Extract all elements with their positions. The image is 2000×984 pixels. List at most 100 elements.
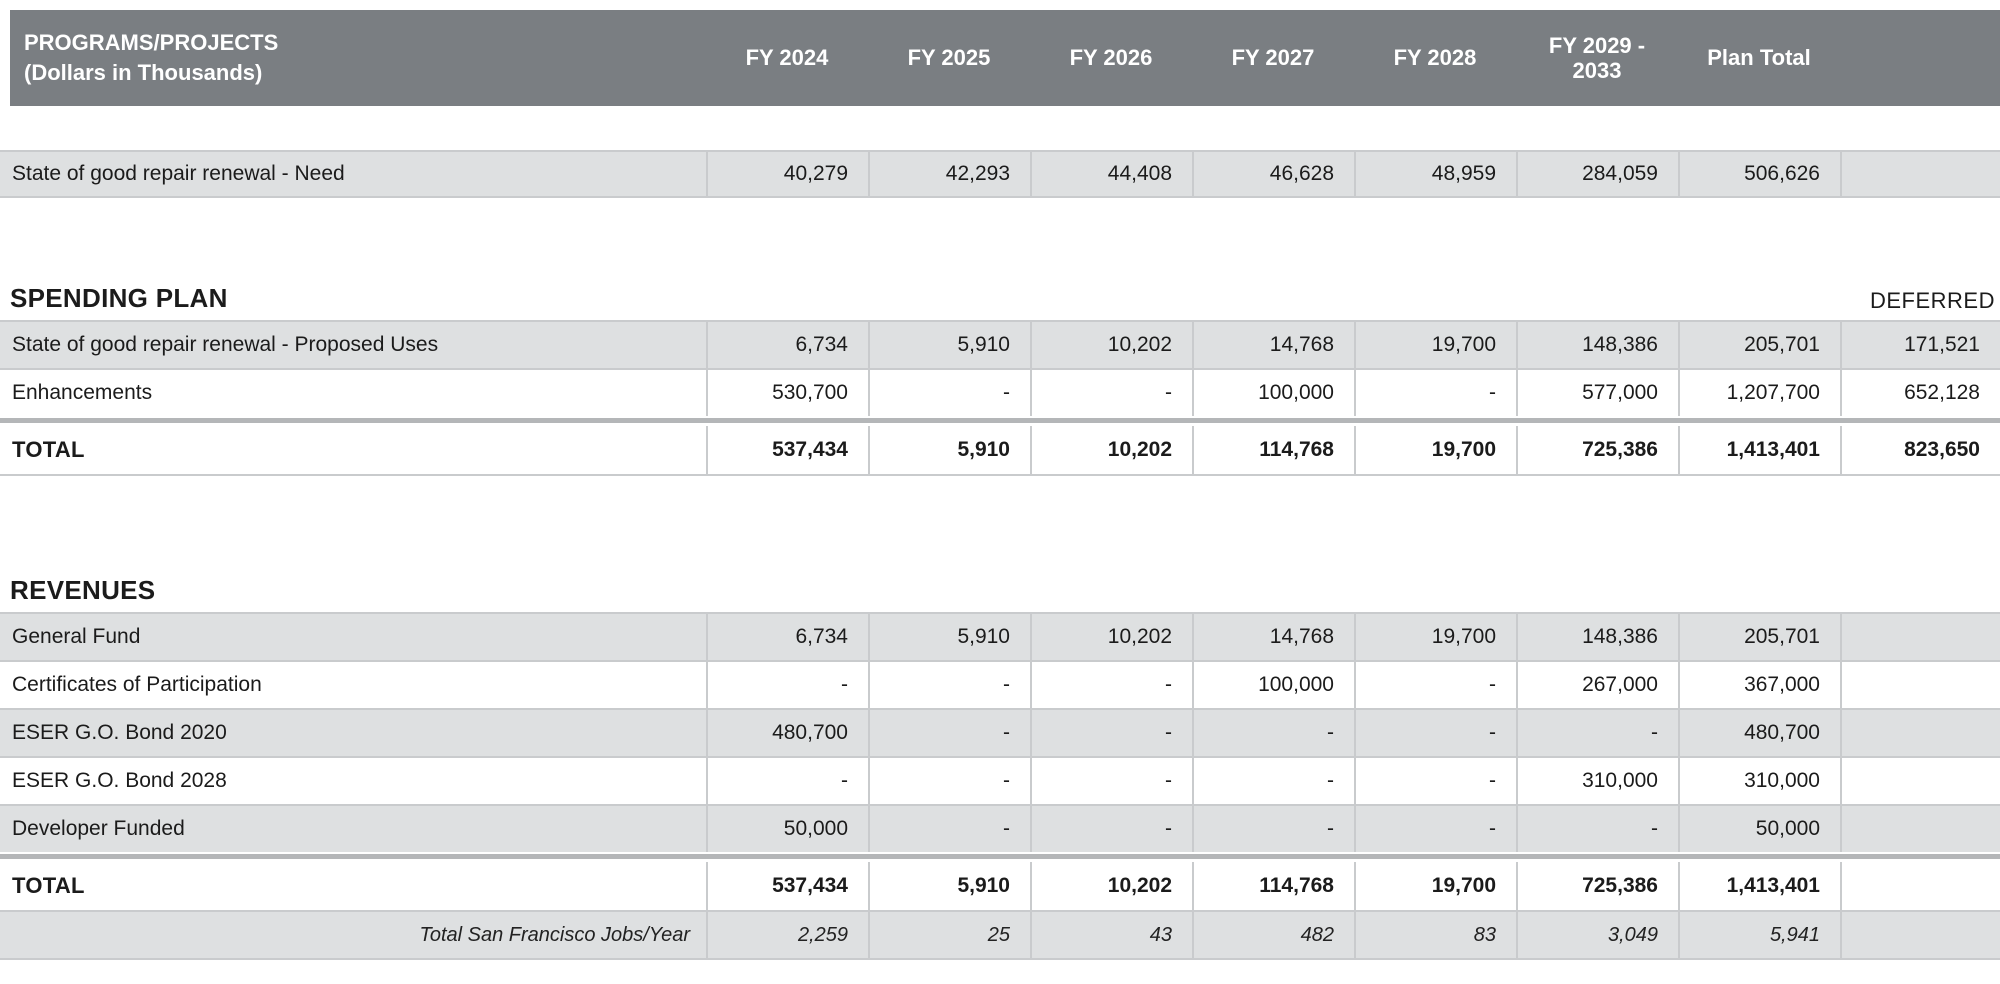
cell-value: 40,279 (706, 152, 868, 196)
cell-value: - (1354, 710, 1516, 756)
cell-value: 10,202 (1030, 322, 1192, 368)
column-header-fy-2028: FY 2028 (1393, 45, 1477, 71)
cell-value: 205,701 (1678, 614, 1840, 660)
cell-value: - (868, 806, 1030, 852)
cell-value: 5,910 (868, 862, 1030, 910)
cell-value: 2,259 (706, 912, 868, 958)
cell-value: 1,413,401 (1678, 426, 1840, 474)
cell-value: 480,700 (706, 710, 868, 756)
column-header-fy-2029-2033: FY 2029 - 2033 (1548, 32, 1646, 83)
cell-deferred (1840, 710, 2000, 756)
cell-value: 537,434 (706, 426, 868, 474)
cell-value: 19,700 (1354, 862, 1516, 910)
cell-deferred (1840, 806, 2000, 852)
cell-value: - (1354, 662, 1516, 708)
row-certificates-of-participation: Certificates of Participation - - - 100,… (0, 660, 2000, 708)
cell-label: Enhancements (12, 381, 153, 404)
row-eser-go-bond-2028: ESER G.O. Bond 2028 - - - - - 310,000 31… (0, 756, 2000, 804)
cell-value: - (868, 710, 1030, 756)
cell-value: 284,059 (1516, 152, 1678, 196)
cell-value: 725,386 (1516, 426, 1678, 474)
spacer (0, 106, 2000, 150)
cell-value: 5,910 (868, 426, 1030, 474)
cell-label: TOTAL (12, 873, 85, 898)
spacer (0, 198, 2000, 280)
cell-value: 14,768 (1192, 614, 1354, 660)
cell-label: Certificates of Participation (12, 673, 262, 696)
cell-deferred: 652,128 (1840, 370, 2000, 416)
cell-label: Developer Funded (12, 817, 185, 840)
cell-value: 43 (1030, 912, 1192, 958)
cell-value: - (706, 758, 868, 804)
cell-deferred (1840, 912, 2000, 958)
cell-value: - (868, 758, 1030, 804)
cell-value: - (1030, 806, 1192, 852)
column-header-fy-2026: FY 2026 (1069, 45, 1153, 71)
cell-label: ESER G.O. Bond 2028 (12, 769, 227, 792)
column-header-blank (1840, 10, 2000, 106)
cell-value: - (1192, 758, 1354, 804)
thick-divider (0, 852, 2000, 862)
cell-label: ESER G.O. Bond 2020 (12, 721, 227, 744)
cell-value: - (868, 662, 1030, 708)
cell-value: - (1192, 806, 1354, 852)
cell-value: 506,626 (1678, 152, 1840, 196)
cell-value: 46,628 (1192, 152, 1354, 196)
cell-value: 148,386 (1516, 614, 1678, 660)
cell-value: - (1354, 806, 1516, 852)
cell-value: 19,700 (1354, 614, 1516, 660)
cell-value: 482 (1192, 912, 1354, 958)
table-title-line1: PROGRAMS/PROJECTS (24, 30, 279, 55)
cell-value: 83 (1354, 912, 1516, 958)
cell-value: 310,000 (1678, 758, 1840, 804)
cell-value: 42,293 (868, 152, 1030, 196)
cell-value: 5,910 (868, 614, 1030, 660)
cell-value: 5,910 (868, 322, 1030, 368)
row-sogr-proposed-uses: State of good repair renewal - Proposed … (0, 320, 2000, 368)
column-header-plan-total: Plan Total (1707, 45, 1811, 71)
cell-value: - (1030, 710, 1192, 756)
cell-label: Total San Francisco Jobs/Year (419, 923, 690, 946)
cell-value: 50,000 (706, 806, 868, 852)
cell-value: 19,700 (1354, 322, 1516, 368)
cell-deferred (1840, 662, 2000, 708)
cell-deferred: 823,650 (1840, 426, 2000, 474)
cell-value: 1,207,700 (1678, 370, 1840, 416)
column-header-fy-2027: FY 2027 (1231, 45, 1315, 71)
cell-value: 537,434 (706, 862, 868, 910)
spacer (0, 476, 2000, 572)
table-header: PROGRAMS/PROJECTS (Dollars in Thousands)… (10, 10, 2000, 106)
cell-value: 1,413,401 (1678, 862, 1840, 910)
cell-deferred (1840, 862, 2000, 910)
cell-value: - (1192, 710, 1354, 756)
row-developer-funded: Developer Funded 50,000 - - - - - 50,000 (0, 804, 2000, 852)
cell-deferred (1840, 758, 2000, 804)
cell-value: 114,768 (1192, 862, 1354, 910)
cell-value: - (1516, 806, 1678, 852)
cell-value: - (1030, 662, 1192, 708)
cell-value: 267,000 (1516, 662, 1678, 708)
cell-value: 10,202 (1030, 862, 1192, 910)
cell-value: 5,941 (1678, 912, 1840, 958)
cell-value: 725,386 (1516, 862, 1678, 910)
cell-value: 3,049 (1516, 912, 1678, 958)
cell-value: 6,734 (706, 614, 868, 660)
cell-value: 577,000 (1516, 370, 1678, 416)
cell-value: 148,386 (1516, 322, 1678, 368)
cell-value: - (1030, 758, 1192, 804)
cell-value: 114,768 (1192, 426, 1354, 474)
section-spending-plan-heading: SPENDING PLAN DEFERRED (0, 280, 2000, 320)
column-header-fy-2025: FY 2025 (907, 45, 991, 71)
row-sogr-need: State of good repair renewal - Need 40,2… (0, 150, 2000, 198)
row-revenues-total: TOTAL 537,434 5,910 10,202 114,768 19,70… (0, 862, 2000, 912)
row-eser-go-bond-2020: ESER G.O. Bond 2020 480,700 - - - - - 48… (0, 708, 2000, 756)
cell-value: 25 (868, 912, 1030, 958)
cell-value: 14,768 (1192, 322, 1354, 368)
cell-value: 367,000 (1678, 662, 1840, 708)
cell-value: - (706, 662, 868, 708)
cell-label: State of good repair renewal - Need (12, 162, 345, 185)
cell-value: - (1354, 758, 1516, 804)
cell-value: 44,408 (1030, 152, 1192, 196)
cell-label: General Fund (12, 625, 141, 648)
